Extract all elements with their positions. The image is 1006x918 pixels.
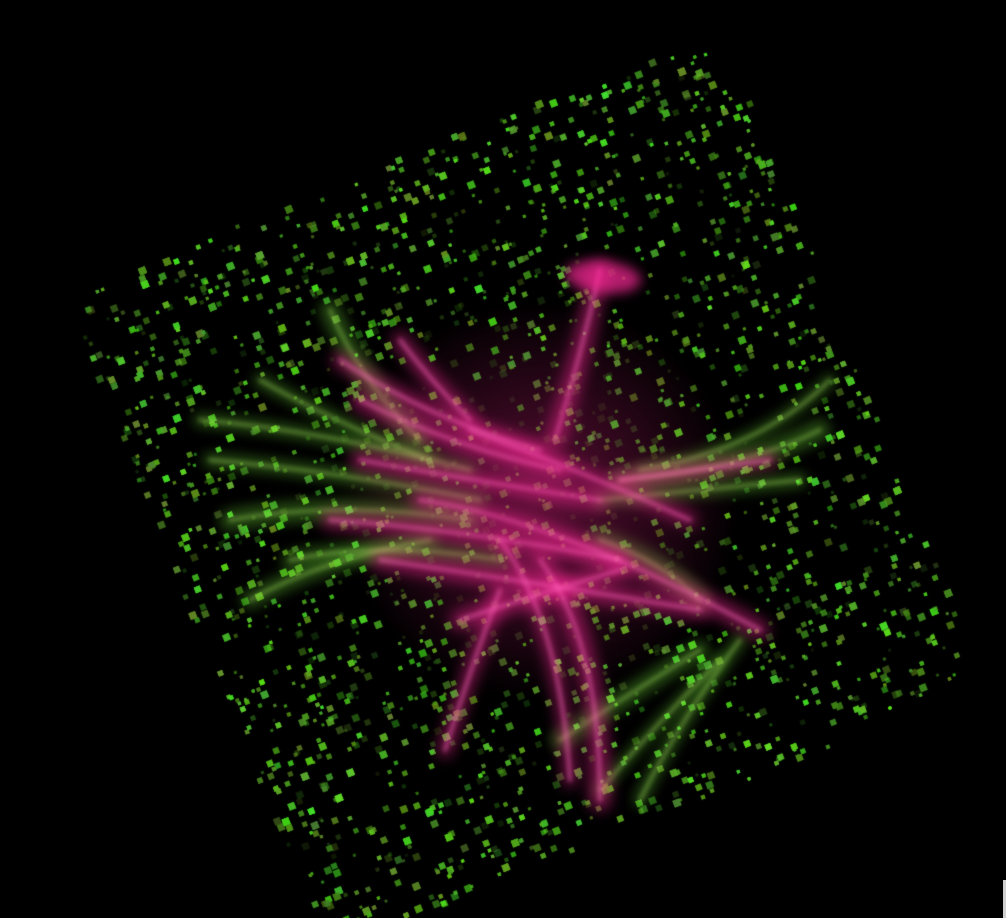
scrollbar-handle[interactable] <box>1003 880 1006 918</box>
